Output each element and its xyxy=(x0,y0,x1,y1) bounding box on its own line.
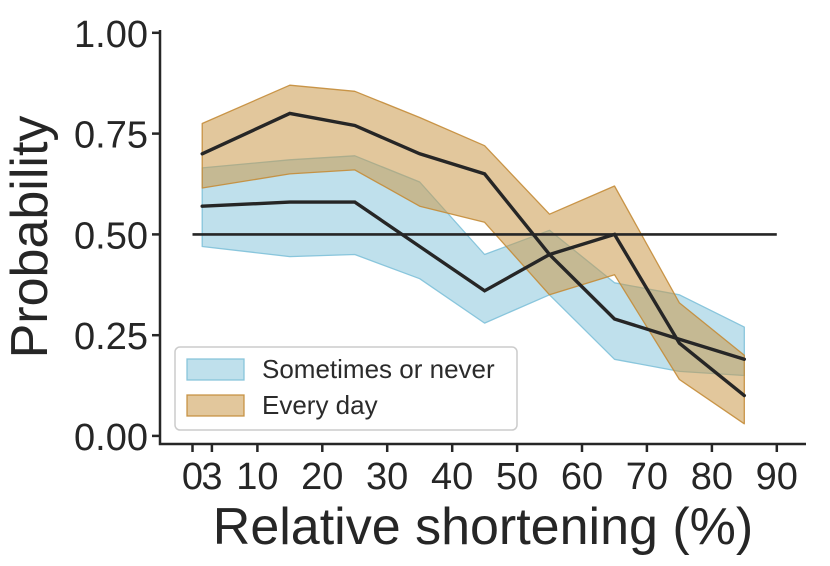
y-tick-label: 0.50 xyxy=(74,215,148,257)
x-axis-label: Relative shortening (%) xyxy=(213,498,753,556)
y-tick-label: 0.75 xyxy=(74,115,148,157)
x-tick-label: 80 xyxy=(691,456,733,498)
legend-label-every-day: Every day xyxy=(262,390,378,420)
series-line-every-day xyxy=(200,111,746,398)
x-tick-label: 70 xyxy=(626,456,668,498)
confidence-band-every-day xyxy=(201,84,745,425)
x-tick-label: 30 xyxy=(366,456,408,498)
y-tick-label: 0.00 xyxy=(74,417,148,459)
x-tick-label: 60 xyxy=(561,456,603,498)
x-tick-label: 50 xyxy=(496,456,538,498)
axes-layer: 03 10 20 30 40 50 60 70 80 90 0.00 0.25 0.50 0.75 1.00 xyxy=(74,14,806,498)
y-tick-label: 1.00 xyxy=(74,14,148,56)
x-tick-label: 40 xyxy=(431,456,473,498)
legend-swatch-sometimes-or-never xyxy=(186,358,245,381)
x-tick-label: 10 xyxy=(236,456,278,498)
x-tick-label: 0 xyxy=(182,456,203,498)
y-axis-label: Probability xyxy=(1,116,59,359)
legend: Sometimes or never Every day xyxy=(174,346,518,431)
x-tick-label: 3 xyxy=(201,456,222,498)
legend-swatch-every-day xyxy=(186,394,245,417)
series-line-sometimes-or-never xyxy=(200,200,746,361)
legend-box xyxy=(174,346,518,431)
y-tick-label: 0.25 xyxy=(74,316,148,358)
confidence-bands-layer xyxy=(201,84,745,425)
x-tick-label: 90 xyxy=(756,456,798,498)
series-lines-layer xyxy=(192,111,777,398)
x-tick-label: 20 xyxy=(301,456,343,498)
axis-spines xyxy=(158,30,806,446)
legend-label-sometimes-or-never: Sometimes or never xyxy=(262,354,495,384)
